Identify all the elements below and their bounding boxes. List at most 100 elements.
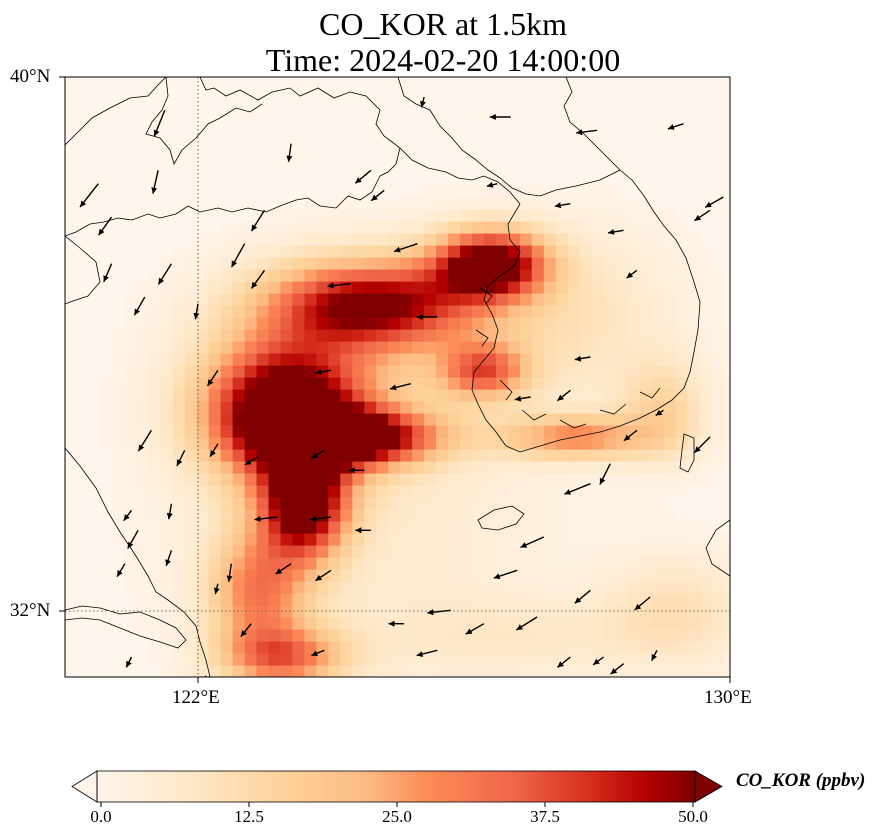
field-cell xyxy=(220,497,234,510)
field-cell xyxy=(675,581,689,594)
field-cell xyxy=(591,293,605,306)
field-cell xyxy=(232,437,246,450)
field-cell xyxy=(603,413,617,426)
coastline-japan-kyushu xyxy=(705,519,730,577)
field-cell xyxy=(651,413,665,426)
field-cell xyxy=(280,605,294,618)
field-cell xyxy=(531,437,545,450)
field-cell xyxy=(615,377,629,390)
field-cell xyxy=(711,665,724,677)
field-cell xyxy=(352,269,365,282)
field-cell xyxy=(687,353,700,366)
field-cell xyxy=(112,437,126,450)
field-cell xyxy=(651,485,665,498)
field-cell xyxy=(651,305,665,318)
field-cell xyxy=(639,557,653,570)
wind-arrow xyxy=(427,609,451,616)
field-cell xyxy=(448,377,461,390)
field-cell xyxy=(184,605,198,618)
field-cell xyxy=(388,293,401,306)
field-cell xyxy=(484,581,497,594)
field-cell xyxy=(519,641,533,654)
field-cell xyxy=(412,293,425,306)
field-cell xyxy=(304,245,317,258)
field-cell xyxy=(495,437,509,450)
field-cell xyxy=(112,521,126,534)
field-cell xyxy=(208,245,222,258)
field-cell xyxy=(400,209,413,222)
field-cell xyxy=(555,509,569,522)
field-cell xyxy=(591,437,605,450)
field-cell xyxy=(555,581,569,594)
field-cell xyxy=(615,509,629,522)
field-cell xyxy=(232,653,246,666)
field-cell xyxy=(519,209,533,222)
field-cell xyxy=(603,473,617,486)
field-cell xyxy=(711,641,724,654)
field-cell xyxy=(184,533,198,546)
wind-arrow xyxy=(275,563,292,575)
field-cell xyxy=(675,485,689,498)
field-cell xyxy=(388,533,401,546)
field-cell xyxy=(555,281,569,294)
field-cell xyxy=(280,557,294,570)
field-cell xyxy=(244,629,258,642)
field-cell xyxy=(400,569,413,582)
field-cell xyxy=(699,413,712,426)
field-cell xyxy=(304,293,317,306)
field-cell xyxy=(591,533,605,546)
field-cell xyxy=(567,233,581,246)
field-cell xyxy=(663,461,677,474)
field-cell xyxy=(148,473,162,486)
field-cell xyxy=(172,545,186,558)
field-cell xyxy=(172,497,186,510)
field-cell xyxy=(507,329,521,342)
field-cell xyxy=(448,545,461,558)
field-cell xyxy=(124,485,138,498)
field-cell xyxy=(256,617,270,630)
field-cell xyxy=(507,665,521,677)
field-cell xyxy=(352,449,365,462)
field-cell xyxy=(220,605,234,618)
field-cell xyxy=(436,317,449,330)
field-cell xyxy=(651,377,665,390)
field-cell xyxy=(591,461,605,474)
field-cell xyxy=(615,425,629,438)
field-cell xyxy=(663,269,677,282)
field-cell xyxy=(184,377,198,390)
field-cell xyxy=(484,329,497,342)
wind-arrow xyxy=(244,456,259,466)
field-cell xyxy=(543,473,557,486)
field-cell xyxy=(160,449,174,462)
field-cell xyxy=(603,353,617,366)
field-cell xyxy=(460,425,473,438)
field-cell xyxy=(364,245,377,258)
field-cell xyxy=(292,401,305,414)
field-cell xyxy=(555,293,569,306)
map-subtitle-time: Time: 2024-02-20 14:00:00 xyxy=(265,42,621,78)
field-cell xyxy=(172,257,186,270)
field-cell xyxy=(184,461,198,474)
field-cell xyxy=(328,233,341,246)
field-cell xyxy=(364,509,377,522)
field-cell xyxy=(124,437,138,450)
field-cell xyxy=(711,461,724,474)
field-cell xyxy=(208,473,222,486)
field-cell xyxy=(184,665,198,677)
field-cell xyxy=(400,197,413,210)
field-cell xyxy=(400,485,413,498)
field-cell xyxy=(519,329,533,342)
field-cell xyxy=(723,413,730,426)
field-cell xyxy=(448,581,461,594)
field-cell xyxy=(136,449,150,462)
field-cell xyxy=(412,593,425,606)
field-cell xyxy=(651,341,665,354)
field-cell xyxy=(412,557,425,570)
field-cell xyxy=(555,317,569,330)
field-cell xyxy=(591,377,605,390)
field-cell xyxy=(531,257,545,270)
field-cell xyxy=(531,641,545,654)
field-cell xyxy=(220,305,234,318)
field-cell xyxy=(112,533,126,546)
field-cell xyxy=(364,221,377,234)
